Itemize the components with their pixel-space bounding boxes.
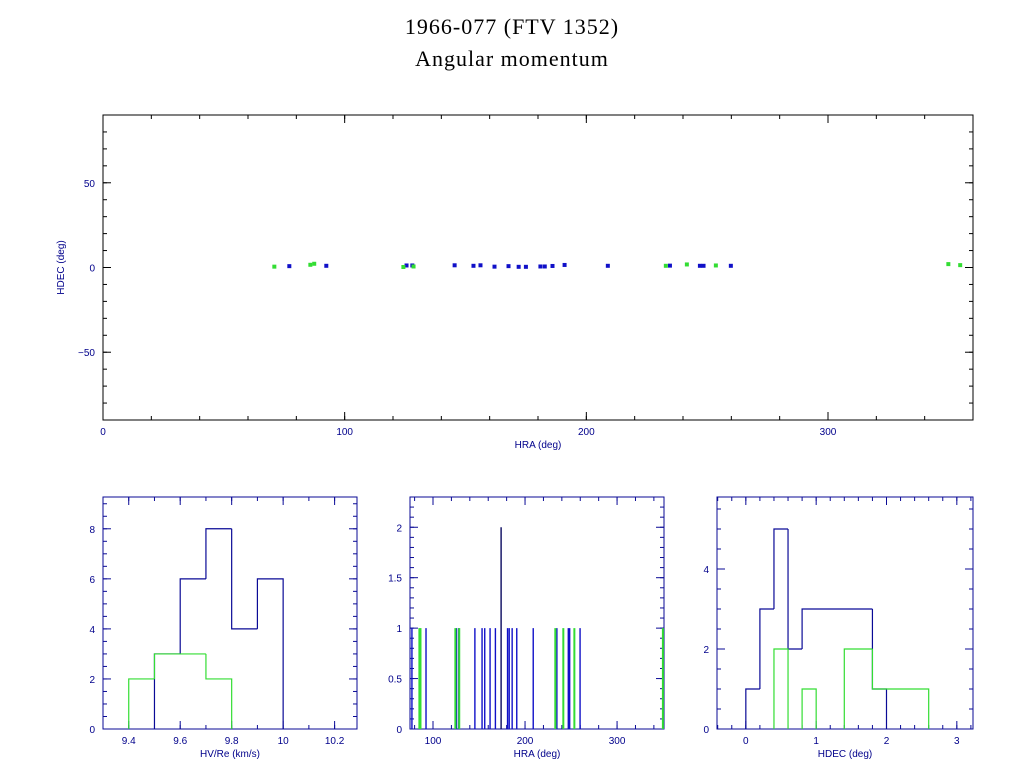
data-point-blue [452, 263, 457, 268]
x-axis-label: HRA (deg) [515, 440, 562, 451]
chart-subtitle: Angular momentum [415, 46, 609, 71]
x-axis-label: HDEC (deg) [818, 749, 872, 760]
data-point-green [401, 264, 406, 269]
data-point-blue [550, 263, 555, 268]
y-tick-label: 0 [89, 725, 95, 736]
data-point-blue [287, 264, 292, 269]
data-point-green [684, 262, 689, 267]
x-tick-label: 300 [820, 427, 837, 438]
y-tick-label: 1.5 [388, 574, 402, 585]
data-point-green [946, 262, 951, 267]
plot-frame [716, 496, 974, 730]
y-tick-label: 4 [703, 565, 709, 576]
x-tick-label: 200 [578, 427, 595, 438]
data-point-blue [478, 263, 483, 268]
data-point-blue [605, 263, 610, 268]
x-tick-label: 10 [278, 736, 290, 747]
data-point-blue [667, 263, 672, 268]
data-point-green [312, 261, 317, 266]
y-tick-label: −50 [78, 348, 95, 359]
panel-3: 0 1 2 3 0 2 4 HDEC (deg) [703, 496, 974, 760]
y-tick-label: 2 [703, 645, 709, 656]
data-point-blue [506, 264, 511, 269]
data-point-blue [538, 264, 543, 269]
data-point-blue [728, 263, 733, 268]
plot-frame [102, 114, 974, 421]
y-tick-label: 6 [89, 575, 95, 586]
y-tick-label: 0.5 [388, 675, 402, 686]
y-tick-label: 8 [89, 525, 95, 536]
data-point-blue [701, 263, 706, 268]
x-tick-label: 200 [517, 736, 534, 747]
y-tick-label: 0 [89, 264, 95, 275]
y-tick-label: 0 [396, 725, 402, 736]
y-tick-label: 2 [89, 675, 95, 686]
histogram-blue [153, 528, 284, 729]
data-point-blue [471, 263, 476, 268]
x-tick-label: 100 [425, 736, 442, 747]
data-point-blue [404, 263, 409, 268]
y-axis-label: HDEC (deg) [56, 240, 67, 294]
histogram-green [773, 648, 930, 729]
x-tick-label: 0 [743, 736, 749, 747]
panel-1: 9.4 9.6 9.8 10 10.2 0 2 4 6 8 HV/Re (km/s) [89, 496, 358, 760]
x-axis-label: HV/Re (km/s) [200, 749, 260, 760]
data-point-blue [516, 264, 521, 269]
x-tick-label: 10.2 [325, 736, 345, 747]
y-tick-label: 0 [703, 725, 709, 736]
data-point-green [272, 264, 277, 269]
x-tick-label: 1 [813, 736, 819, 747]
data-point-blue [697, 263, 702, 268]
x-tick-label: 300 [609, 736, 626, 747]
data-point-green [663, 263, 668, 268]
x-tick-label: 2 [884, 736, 890, 747]
data-point-blue [492, 264, 497, 269]
panel-0: 0 100 200 300 −50 0 50 HRA (deg) HDEC (deg) [56, 114, 974, 451]
histogram-green [128, 653, 233, 729]
data-point-green [308, 262, 313, 267]
data-point-blue [562, 262, 567, 267]
y-tick-label: 1 [396, 624, 402, 635]
panel-2: 100 200 300 0 0.5 1 1.5 2 HRA (deg) [388, 496, 665, 760]
y-tick-label: 50 [84, 179, 96, 190]
x-tick-label: 100 [336, 427, 353, 438]
x-tick-label: 0 [100, 427, 106, 438]
data-point-green [411, 264, 416, 269]
y-tick-label: 2 [396, 523, 402, 534]
data-point-blue [324, 263, 329, 268]
plot-frame [102, 496, 358, 730]
y-tick-label: 4 [89, 625, 95, 636]
x-tick-label: 9.4 [122, 736, 136, 747]
x-tick-label: 3 [954, 736, 960, 747]
data-point-blue [523, 264, 528, 269]
x-tick-label: 9.6 [173, 736, 187, 747]
x-axis-label: HRA (deg) [514, 749, 561, 760]
chart-title: 1966-077 (FTV 1352) [404, 14, 620, 39]
data-point-green [713, 263, 718, 268]
data-point-green [958, 263, 963, 268]
plot-frame [409, 496, 665, 730]
data-point-blue [542, 264, 547, 269]
x-tick-label: 9.8 [225, 736, 239, 747]
